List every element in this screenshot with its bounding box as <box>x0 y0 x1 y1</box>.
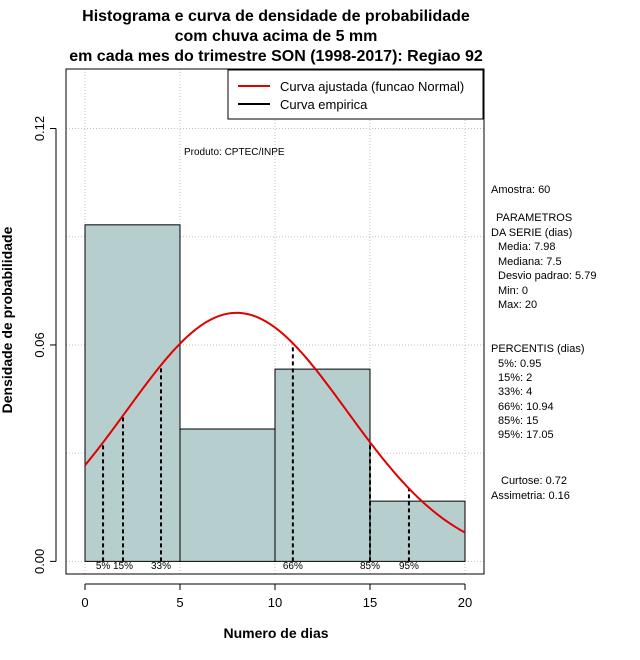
histogram-bar-1 <box>179 428 276 562</box>
y-axis-label: Densidade de probabilidade <box>0 226 15 413</box>
normal-fit-curve <box>84 311 466 534</box>
histogram-bar-3 <box>369 500 466 562</box>
stat-mediana: Mediana: 7.5 <box>498 256 562 268</box>
y-axis: 0.00 0.06 0.12 <box>32 116 57 574</box>
x-tick-label-0: 0 <box>81 595 88 610</box>
legend: Curva ajustada (funcao Normal) Curva emp… <box>227 69 484 120</box>
percentile-labels: 5% 15% 33% 66% 85% 95% <box>96 561 419 572</box>
x-tick-label-4: 20 <box>458 595 472 610</box>
stat-p95: 95%: 17.05 <box>498 429 554 441</box>
stat-media: Media: 7.98 <box>498 241 555 253</box>
stat-percentis-title: PERCENTIS (dias) <box>491 343 585 355</box>
chart-title-line-1: Histograma e curva de densidade de proba… <box>82 8 470 25</box>
chart-title-line-2: com chuva acima de 5 mm <box>175 28 378 45</box>
x-tick-label-1: 5 <box>176 595 183 610</box>
stat-p85: 85%: 15 <box>498 415 538 427</box>
percentile-label-2: 33% <box>151 561 171 572</box>
y-tick-label-1: 0.06 <box>32 332 47 357</box>
stat-p33: 33%: 4 <box>498 386 532 398</box>
histogram-bar-2 <box>274 368 371 562</box>
x-tick-label-2: 10 <box>268 595 282 610</box>
percentile-lines <box>102 343 410 562</box>
histogram-bar-0 <box>84 224 181 562</box>
stat-sample: Amostra: 60 <box>491 184 550 196</box>
legend-box <box>227 69 484 120</box>
stat-curtose: Curtose: 0.72 <box>501 475 567 487</box>
legend-label-normal: Curva ajustada (funcao Normal) <box>280 79 464 94</box>
stat-desvio: Desvio padrao: 5.79 <box>498 270 596 282</box>
percentile-label-4: 85% <box>360 561 380 572</box>
x-axis-label: Numero de dias <box>223 625 328 641</box>
y-tick-label-0: 0.00 <box>32 549 47 574</box>
stat-p15: 15%: 2 <box>498 372 532 384</box>
product-annotation: Produto: CPTEC/INPE <box>184 147 285 158</box>
chart-title-line-3: em cada mes do trimestre SON (1998-2017)… <box>69 48 483 65</box>
stat-params-title-1: PARAMETROS <box>496 212 572 224</box>
percentile-label-0: 5% <box>96 561 111 572</box>
percentile-label-3: 66% <box>283 561 303 572</box>
x-tick-label-3: 15 <box>363 595 377 610</box>
plot-frame <box>65 68 485 575</box>
stat-p66: 66%: 10.94 <box>498 401 554 413</box>
y-tick-label-2: 0.12 <box>32 116 47 141</box>
percentile-label-5: 95% <box>399 561 419 572</box>
stats-panel: Amostra: 60 PARAMETROS DA SERIE (dias) M… <box>491 184 596 502</box>
stat-assimetria: Assimetria: 0.16 <box>491 490 570 502</box>
legend-label-empirical: Curva empirica <box>280 97 368 112</box>
stat-min: Min: 0 <box>498 285 528 297</box>
stat-params-title-2: DA SERIE (dias) <box>491 227 572 239</box>
histogram-bars <box>84 224 466 562</box>
stat-p5: 5%: 0.95 <box>498 358 541 370</box>
percentile-label-1: 15% <box>113 561 133 572</box>
x-axis: 0 5 10 15 20 <box>81 583 472 610</box>
stat-max: Max: 20 <box>498 299 537 311</box>
